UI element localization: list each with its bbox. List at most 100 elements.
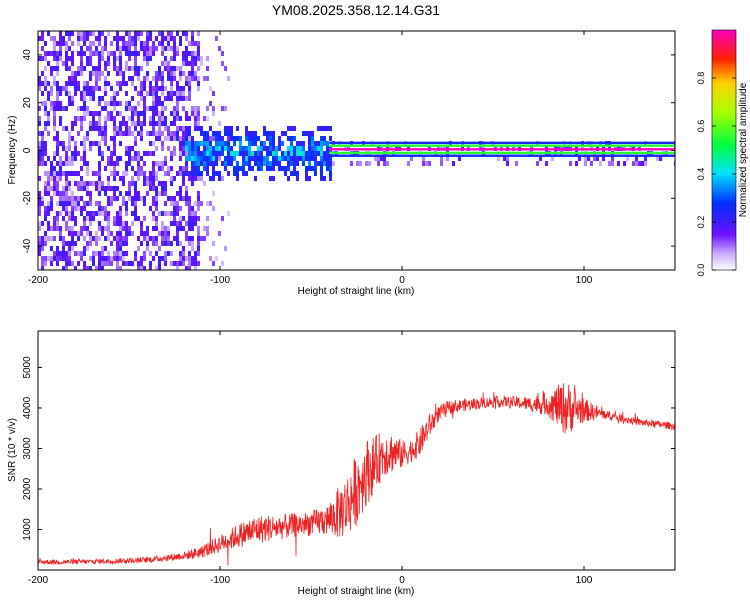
heatmap-cell <box>59 171 62 176</box>
heatmap-cell <box>41 221 44 226</box>
heatmap-cell <box>125 211 128 216</box>
heatmap-cell <box>131 196 134 201</box>
heatmap-cell <box>47 256 50 261</box>
heatmap-cell <box>164 116 167 121</box>
heatmap-cell <box>86 56 89 61</box>
heatmap-cell <box>206 226 209 231</box>
heatmap-cell <box>107 146 110 151</box>
heatmap-cell <box>95 76 98 81</box>
heatmap-cell <box>137 176 140 181</box>
heatmap-cell <box>56 256 59 261</box>
heatmap-cell <box>167 71 170 76</box>
heatmap-cell <box>104 206 107 211</box>
heatmap-cell <box>74 116 77 121</box>
heatmap-cell <box>158 131 161 136</box>
heatmap-cell <box>197 246 200 251</box>
heatmap-cell <box>251 131 254 136</box>
heatmap-cell <box>107 216 110 221</box>
heatmap-cell <box>152 186 155 191</box>
heatmap-cell <box>101 266 104 270</box>
heatmap-cell <box>137 156 140 161</box>
heatmap-cell <box>197 31 200 36</box>
heatmap-cell <box>284 171 287 176</box>
heatmap-cell <box>188 201 191 206</box>
heatmap-cell <box>134 41 137 46</box>
heatmap-cell <box>287 146 290 151</box>
heatmap-cell <box>374 156 377 161</box>
heatmap-cell <box>107 61 110 66</box>
heatmap-cell <box>125 251 128 256</box>
heatmap-cell <box>125 81 128 86</box>
heatmap-cell <box>197 176 200 181</box>
heatmap-cell <box>83 96 86 101</box>
heatmap-cell <box>134 136 137 141</box>
heatmap-cell <box>188 261 191 266</box>
heatmap-cell <box>230 156 233 161</box>
heatmap-cell <box>167 226 170 231</box>
heatmap-cell <box>59 211 62 216</box>
heatmap-cell <box>161 91 164 96</box>
heatmap-cell <box>74 251 77 256</box>
heatmap-cell <box>317 126 320 131</box>
heatmap-cell <box>161 146 164 151</box>
heatmap-cell <box>221 141 224 146</box>
heatmap-cell <box>191 206 194 211</box>
heatmap-cell <box>173 216 176 221</box>
heatmap-cell <box>71 211 74 216</box>
heatmap-cell <box>98 226 101 231</box>
heatmap-cell <box>179 66 182 71</box>
heatmap-cell <box>161 256 164 261</box>
heatmap-cell <box>158 76 161 81</box>
heatmap-cell <box>179 221 182 226</box>
heatmap-cell <box>101 56 104 61</box>
heatmap-cell <box>134 51 137 56</box>
heatmap-cell <box>83 156 86 161</box>
heatmap-cell <box>125 236 128 241</box>
heatmap-cell <box>191 141 194 146</box>
heatmap-cell <box>173 176 176 181</box>
heatmap-cell <box>182 246 185 251</box>
heatmap-cell <box>125 91 128 96</box>
heatmap-cell <box>41 261 44 266</box>
heatmap-cell <box>125 46 128 51</box>
heatmap-cell <box>86 111 89 116</box>
heatmap-cell <box>173 71 176 76</box>
heatmap-cell <box>65 41 68 46</box>
heatmap-cell <box>152 226 155 231</box>
heatmap-cell <box>92 31 95 36</box>
heatmap-cell <box>176 206 179 211</box>
x-tick-label: -200 <box>28 275 48 286</box>
heatmap-cell <box>152 51 155 56</box>
heatmap-cell <box>62 236 65 241</box>
heatmap-cell <box>176 106 179 111</box>
heatmap-cell <box>110 196 113 201</box>
heatmap-cell <box>128 106 131 111</box>
heatmap-cell <box>179 96 182 101</box>
heatmap-cell <box>167 31 170 36</box>
heatmap-cell <box>128 186 131 191</box>
heatmap-cell <box>161 191 164 196</box>
heatmap-cell <box>203 156 206 161</box>
heatmap-cell <box>197 161 200 166</box>
heatmap-cell <box>44 181 47 186</box>
heatmap-cell <box>89 146 92 151</box>
heatmap-cell <box>293 171 296 176</box>
heatmap-cell <box>440 156 443 161</box>
heatmap-cell <box>149 236 152 241</box>
heatmap-cell <box>329 136 332 141</box>
heatmap-cell <box>287 161 290 166</box>
heatmap-cell <box>125 201 128 206</box>
heatmap-cell <box>41 131 44 136</box>
heatmap-cell <box>155 131 158 136</box>
heatmap-cell <box>134 211 137 216</box>
heatmap-cell <box>242 146 245 151</box>
heatmap-cell <box>122 251 125 256</box>
heatmap-cell <box>119 206 122 211</box>
colorbar-tick-label: 0.2 <box>696 216 706 229</box>
heatmap-cell <box>80 66 83 71</box>
heatmap-cell <box>263 146 266 151</box>
heatmap-cell <box>164 46 167 51</box>
heatmap-cell <box>50 91 53 96</box>
heatmap-cell <box>296 176 299 181</box>
heatmap-cell <box>191 151 194 156</box>
